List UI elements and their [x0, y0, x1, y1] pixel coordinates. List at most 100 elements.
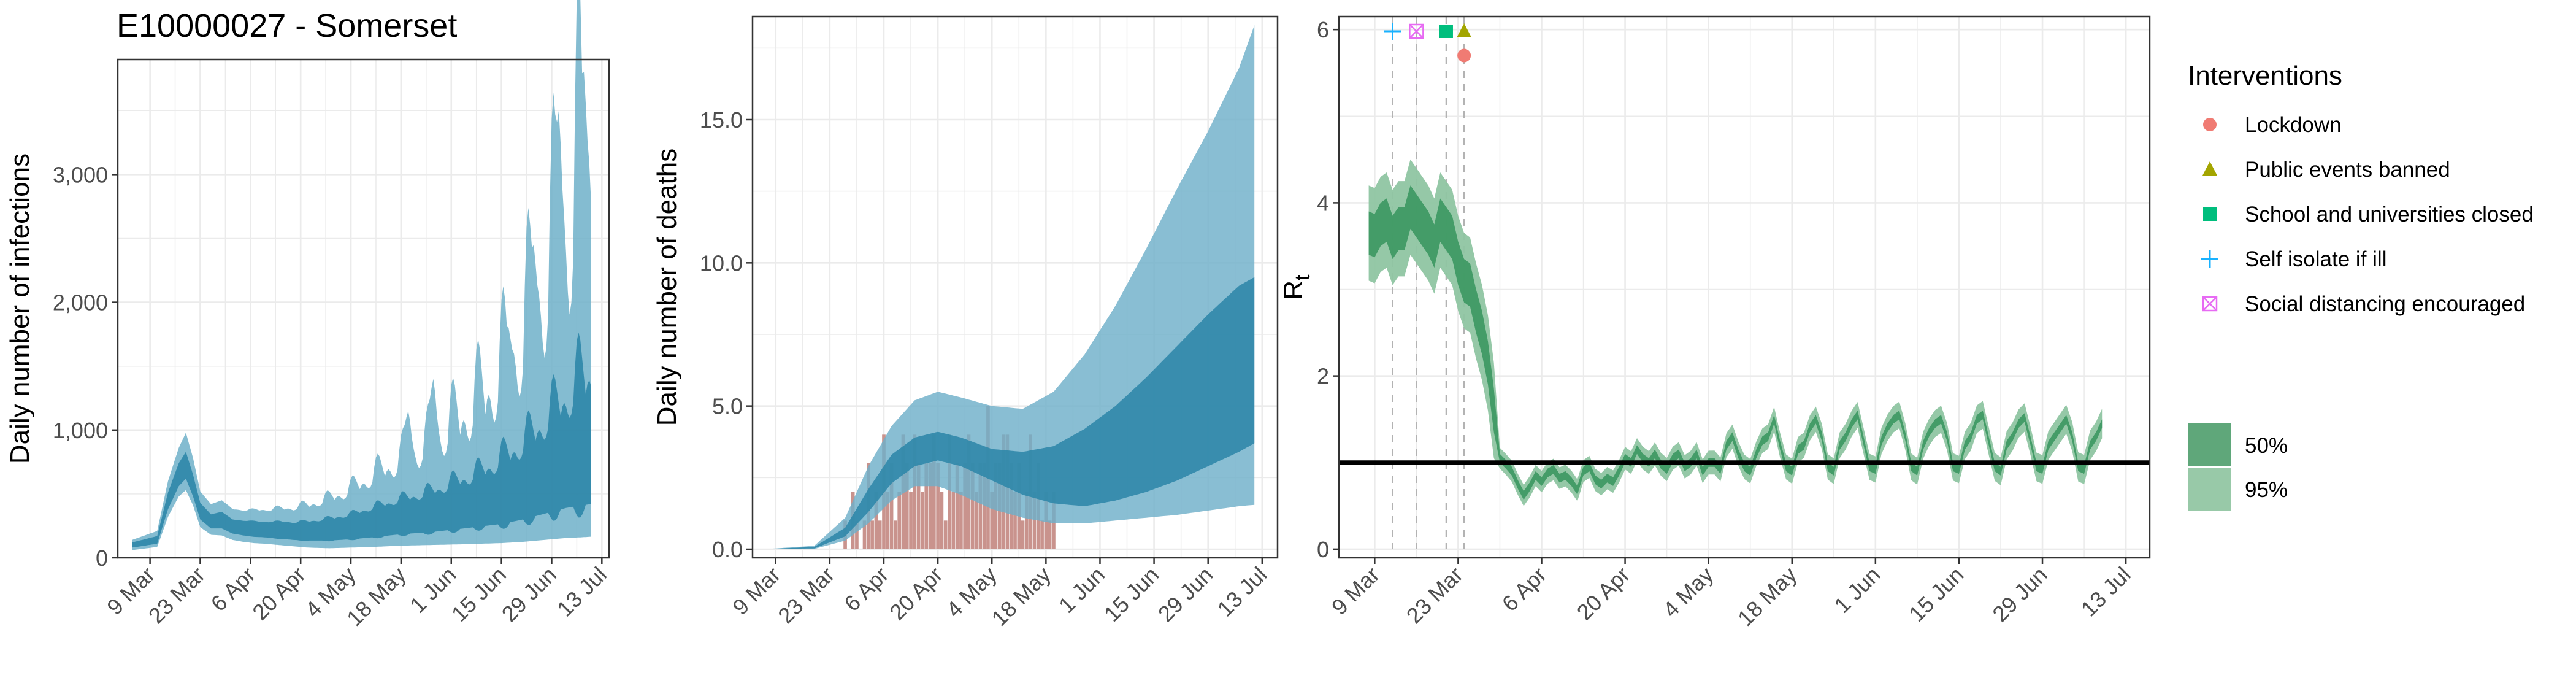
y-tick-label: 2,000 — [53, 290, 108, 315]
observed-death-bar — [1048, 520, 1052, 549]
observed-death-bar — [855, 520, 859, 549]
legend-interventions-title: Interventions — [2188, 61, 2342, 91]
observed-death-bar — [870, 520, 874, 549]
legend-label: Social distancing encouraged — [2245, 292, 2525, 316]
legend-key-plus — [2201, 250, 2218, 268]
observed-death-bar — [940, 492, 944, 549]
observed-death-bar — [982, 463, 986, 549]
observed-death-bar — [909, 492, 913, 549]
rt-50-band — [1368, 185, 2103, 500]
infections-50-band — [132, 332, 591, 548]
x-tick-label: 13 Jul — [2076, 562, 2136, 622]
legend-intervals: 50% 95% — [2188, 423, 2288, 511]
legend-interval-swatch — [2188, 423, 2231, 466]
x-tick-label: 1 Jun — [1829, 562, 1885, 618]
observed-death-bar — [975, 492, 978, 549]
intervention-marker-boxx-x2 — [1409, 24, 1424, 39]
y-tick-label: 0 — [1317, 537, 1329, 562]
intervention-marker-plus — [1384, 22, 1401, 40]
y-tick-label: 3,000 — [53, 162, 108, 187]
deaths-bands — [764, 25, 1255, 549]
observed-death-bar — [959, 492, 963, 549]
x-tick-label: 15 Jun — [447, 562, 511, 627]
observed-death-bar — [928, 463, 932, 549]
x-tick-label: 13 Jul — [1213, 562, 1272, 622]
x-tick-label: 18 May — [1733, 562, 1801, 631]
x-tick-label: 13 Jul — [552, 562, 611, 622]
y-tick-label: 15.0 — [700, 107, 743, 133]
x-tick-label: 23 Mar — [773, 562, 839, 628]
legend: Interventions Lockdown Public events bann… — [2188, 61, 2534, 511]
observed-death-bar — [951, 492, 956, 549]
observed-death-bar — [955, 463, 959, 549]
observed-death-bar — [990, 492, 994, 549]
legend-key-boxx-box — [2202, 296, 2218, 312]
legend-interval-label: 95% — [2245, 478, 2288, 502]
rt-plot-frame — [1338, 15, 2151, 559]
infections-y-axis-label: Daily number of infections — [5, 153, 35, 464]
intervention-marker-triangle — [1457, 23, 1472, 37]
infections-bands — [132, 0, 591, 550]
x-tick-label: 20 Apr — [1572, 562, 1635, 625]
legend-interventions: Lockdown Public events banned School and u… — [2201, 113, 2534, 316]
intervention-marker-circle — [1457, 48, 1471, 63]
y-tick-label: 6 — [1317, 17, 1329, 42]
x-tick-label: 23 Mar — [144, 562, 210, 628]
observed-death-bar — [878, 520, 882, 549]
y-tick-label: 5.0 — [712, 394, 743, 419]
x-tick-label: 6 Apr — [1497, 562, 1551, 616]
observed-death-bar — [874, 492, 878, 549]
legend-interval-swatch — [2188, 468, 2231, 511]
observed-death-bar — [948, 434, 951, 549]
observed-death-bar — [889, 463, 894, 549]
legend-label: Self isolate if ill — [2245, 247, 2386, 271]
rt-intervention-markers — [1384, 22, 1472, 63]
intervention-marker-boxx-box — [1409, 23, 1424, 39]
y-tick-label: 4 — [1317, 190, 1329, 215]
y-tick-label: 2 — [1317, 364, 1329, 389]
rt-y-axis-label-sub: t — [1291, 274, 1314, 280]
rt-bands — [1368, 159, 2103, 506]
legend-interval-label: 50% — [2245, 434, 2288, 458]
legend-key-circle — [2203, 118, 2217, 131]
observed-death-bar — [970, 463, 975, 549]
x-tick-label: 9 Mar — [1327, 562, 1384, 620]
observed-death-bar — [1013, 492, 1017, 549]
legend-label: School and universities closed — [2245, 203, 2534, 226]
observed-death-bar — [897, 492, 902, 549]
x-tick-label: 4 May — [1658, 562, 1718, 622]
observed-death-bar — [943, 520, 948, 549]
rt-y-axis-label-main: R — [1278, 280, 1308, 300]
intervention-marker-boxx — [1409, 23, 1424, 39]
legend-label: Public events banned — [2245, 158, 2450, 182]
x-tick-label: 15 Jun — [1099, 562, 1163, 627]
rt-95-band — [1368, 159, 2103, 506]
legend-key-square — [2203, 207, 2217, 221]
x-tick-label: 23 Mar — [1401, 562, 1468, 628]
rt-y-axis-label: Rt — [1278, 274, 1314, 300]
infections-95-band — [132, 0, 591, 550]
legend-key-boxx-x2 — [2202, 296, 2217, 311]
x-tick-label: 15 Jun — [1904, 562, 1968, 627]
legend-key-triangle — [2202, 161, 2217, 176]
observed-death-bar — [913, 434, 917, 549]
observed-death-bar — [936, 463, 940, 549]
x-tick-label: 29 Jun — [1153, 562, 1217, 627]
deaths-plot-frame — [751, 15, 1279, 559]
x-tick-label: 20 Apr — [884, 562, 948, 625]
observed-death-bar — [932, 434, 936, 549]
y-tick-label: 0 — [96, 546, 108, 571]
observed-death-bar — [862, 520, 867, 549]
observed-death-bar — [905, 463, 909, 549]
observed-death-bar — [978, 463, 983, 549]
observed-death-bar — [1032, 492, 1037, 549]
infections-plot-frame — [117, 58, 610, 559]
observed-death-bar — [886, 492, 890, 549]
rt-panel: 0 2 4 6 9 Mar 23 Mar 6 Apr 20 Apr 4 May 18 May 1 J… — [1278, 15, 2151, 631]
y-tick-label: 10.0 — [700, 250, 743, 276]
observed-death-bar — [1021, 520, 1025, 549]
observed-death-bar — [963, 463, 967, 549]
legend-key-boxx — [2202, 296, 2218, 312]
